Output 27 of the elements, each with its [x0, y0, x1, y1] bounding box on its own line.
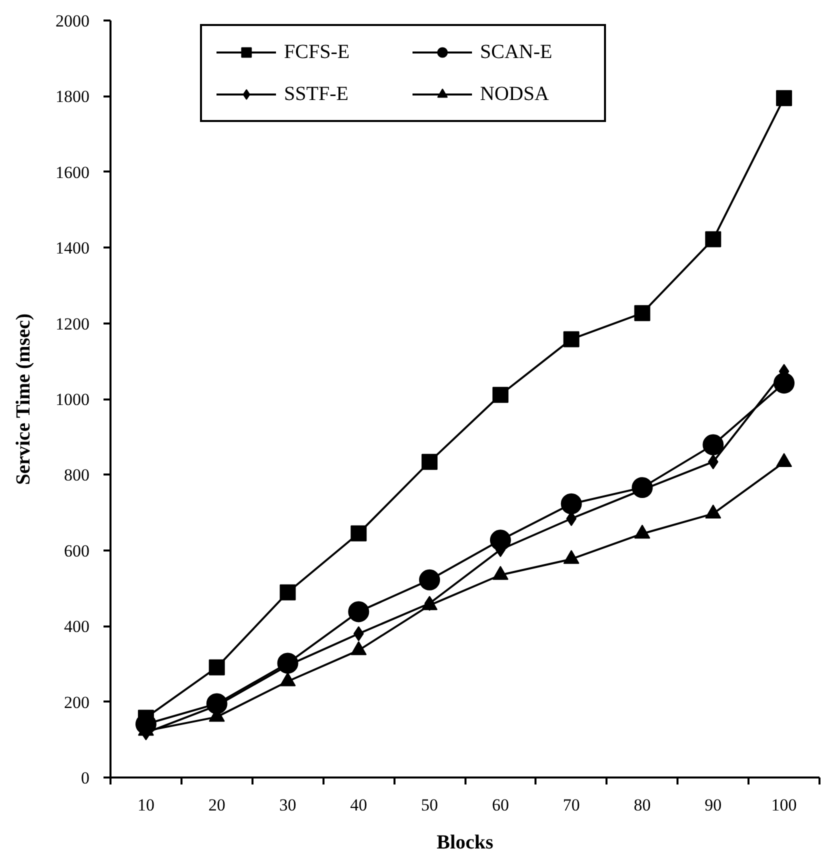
y-tick-label: 1800 — [56, 87, 90, 106]
x-tick-label: 60 — [492, 796, 509, 814]
y-tick-label: 1000 — [56, 390, 90, 409]
x-tick-label: 90 — [704, 796, 722, 814]
legend-label: FCFS-E — [284, 40, 351, 64]
x-tick-label: 10 — [137, 796, 154, 814]
legend-label: SSTF-E — [284, 82, 350, 106]
legend-label: NODSA — [480, 82, 550, 106]
x-tick-label: 80 — [634, 796, 651, 814]
x-tick-label: 30 — [279, 796, 296, 814]
y-tick-label: 2000 — [56, 12, 90, 30]
y-tick-label: 1600 — [56, 162, 90, 182]
y-tick-label: 400 — [64, 617, 90, 636]
y-tick-label: 0 — [81, 768, 90, 788]
x-tick-label: 70 — [562, 796, 580, 814]
legend-label: SCAN-E — [480, 40, 554, 64]
y-tick-label: 1200 — [56, 314, 90, 334]
y-axis-title: Service Time (msec) — [12, 313, 34, 485]
y-tick-label: 800 — [64, 466, 90, 485]
x-tick-label: 50 — [421, 796, 438, 814]
y-tick-label: 600 — [64, 541, 90, 560]
x-tick-label: 40 — [350, 796, 368, 814]
x-tick-label: 20 — [208, 796, 226, 814]
y-tick-label: 200 — [64, 692, 90, 712]
x-tick-label: 100 — [771, 796, 797, 814]
y-tick-label: 1400 — [56, 238, 90, 258]
x-axis-title: Blocks — [436, 832, 494, 854]
